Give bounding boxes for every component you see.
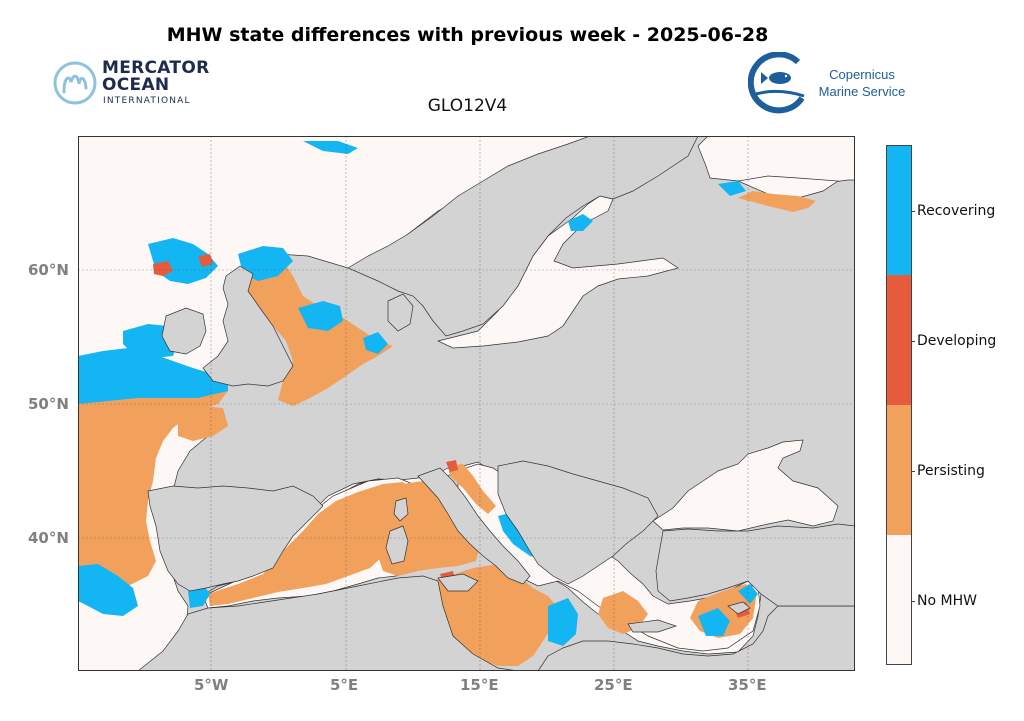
legend-tick [911,471,915,472]
lon-label-15e: 15°E [460,676,499,694]
lon-label-25e: 25°E [594,676,633,694]
recovering-gulf-bothnia [568,214,593,231]
legend-swatch-no-mhw [887,535,911,664]
north-africa [137,575,519,671]
legend-label-developing: Developing [917,333,997,349]
persisting-atlantic [78,386,228,596]
developing-adriatic [446,460,458,472]
mercator-ocean-logo: MERCATOR OCEAN INTERNATIONAL [52,60,222,110]
copernicus-line1: Copernicus [829,67,895,82]
mercator-line3: INTERNATIONAL [103,96,191,106]
denmark [387,293,414,332]
persisting-adriatic [448,464,496,514]
recovering-north-russia [718,181,746,196]
legend-swatch-developing [887,275,911,405]
crete [627,619,678,633]
legend-label-persisting: Persisting [917,463,985,479]
recovering-ionian-south [548,598,578,646]
lon-label-35e: 35°E [728,676,767,694]
persisting-white-sea [738,191,816,212]
lat-label-60n: 60°N [28,261,69,279]
copernicus-line2: Marine Service [818,84,906,99]
persisting-north-sea [240,261,393,406]
iberia [147,485,324,592]
copernicus-fish-icon [748,52,805,114]
recovering-kattegat [363,332,388,354]
recovering-levant-east [698,608,730,636]
cyprus [727,601,751,615]
ireland [161,307,207,355]
model-subtitle: GLO12V4 [427,96,508,116]
recovering-scotland [238,246,293,281]
mercator-line2: OCEAN [102,75,170,95]
recovering-channel [78,348,228,404]
sicily [437,573,479,592]
legend-label-recovering: Recovering [917,203,996,219]
great-britain [202,265,294,387]
legend-swatch-persisting [887,405,911,535]
legend-tick [911,341,915,342]
scandinavia [347,136,699,337]
corsica [393,497,409,522]
mhw-map [78,136,855,671]
recovering-west-med [78,564,138,616]
copernicus-marine-logo: Copernicus Marine Service [748,52,918,116]
lat-label-40n: 40°N [28,529,69,547]
lat-label-50n: 50°N [28,395,69,413]
italy [417,467,531,585]
sardinia [385,525,409,565]
lon-label-5e: 5°E [330,676,359,694]
legend-tick [911,211,915,212]
mercator-line1: MERCATOR [102,58,210,78]
mercator-m-icon [53,61,97,105]
legend-colorbar [886,145,912,665]
recovering-northsea-center [298,301,343,331]
legend-label-no-mhw: No MHW [917,593,977,609]
persisting-biscay [178,406,228,441]
graticule [78,136,855,671]
recovering-greenland [303,141,358,154]
lon-label-5w: 5°W [194,676,229,694]
balkans [497,460,659,585]
map-frame [78,136,855,671]
anatolia [655,523,855,607]
developing-north-scotland [198,254,213,267]
chart-title: MHW state differences with previous week… [166,24,769,46]
legend-swatch-recovering [887,146,911,275]
legend-tick [911,601,915,602]
developing-north-atlantic [153,261,173,276]
persisting-western-med [208,482,413,606]
